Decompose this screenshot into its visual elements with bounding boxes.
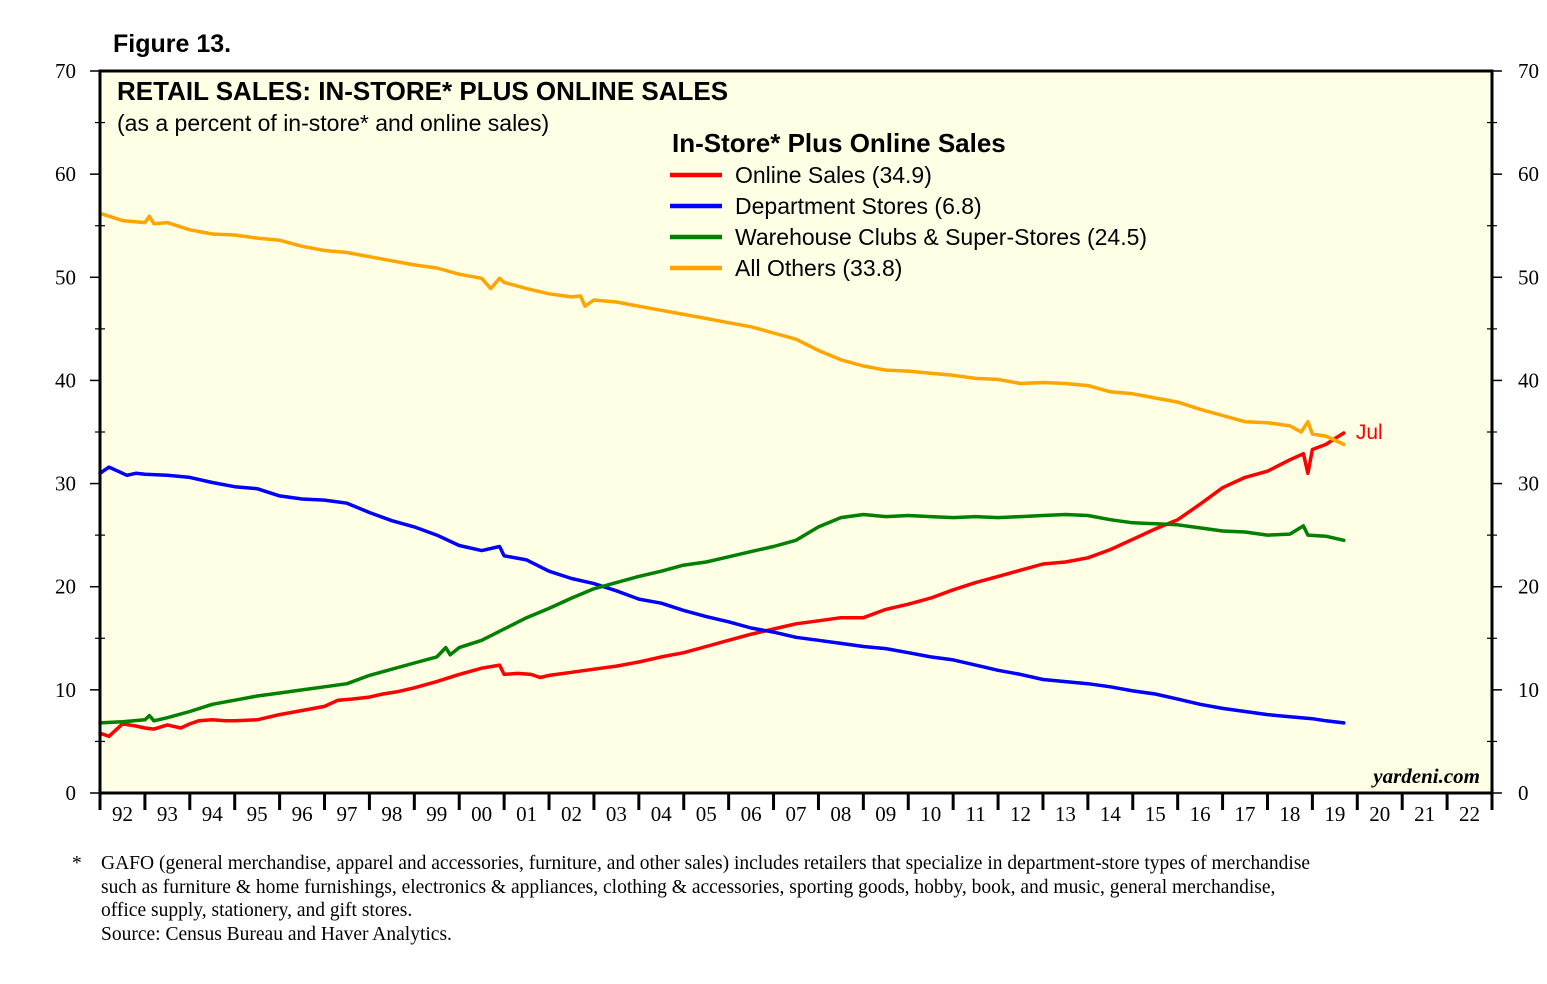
x-tick-label: 92 bbox=[112, 802, 133, 826]
x-tick-label: 04 bbox=[651, 802, 673, 826]
watermark: yardeni.com bbox=[1370, 764, 1480, 788]
y-tick-label-left: 40 bbox=[55, 368, 76, 392]
x-tick-label: 94 bbox=[202, 802, 224, 826]
x-tick-label: 22 bbox=[1459, 802, 1480, 826]
x-tick-label: 01 bbox=[516, 802, 537, 826]
x-tick-label: 03 bbox=[606, 802, 627, 826]
x-tick-label: 14 bbox=[1100, 802, 1122, 826]
annotation-jul: Jul bbox=[1356, 421, 1383, 444]
y-tick-label-left: 50 bbox=[55, 265, 76, 289]
x-tick-label: 98 bbox=[381, 802, 402, 826]
series-line-1 bbox=[98, 465, 1346, 725]
y-tick-label-left: 20 bbox=[55, 575, 76, 599]
x-tick-label: 10 bbox=[920, 802, 941, 826]
x-tick-label: 05 bbox=[696, 802, 717, 826]
footnote-line: such as furniture & home furnishings, el… bbox=[101, 876, 1276, 898]
y-tick-label-left: 60 bbox=[55, 162, 76, 186]
x-tick-label: 20 bbox=[1369, 802, 1390, 826]
x-tick-label: 00 bbox=[471, 802, 492, 826]
y-tick-label-left: 0 bbox=[66, 781, 77, 805]
legend-item-label: Department Stores (6.8) bbox=[735, 193, 982, 219]
x-tick-label: 15 bbox=[1145, 802, 1166, 826]
plot-frame bbox=[98, 69, 1494, 795]
y-tick-label-right: 60 bbox=[1518, 162, 1539, 186]
y-tick-label-right: 10 bbox=[1518, 678, 1539, 702]
x-tick-label: 21 bbox=[1414, 802, 1435, 826]
x-tick-label: 97 bbox=[336, 802, 357, 826]
x-tick-label: 07 bbox=[786, 802, 807, 826]
x-tick-label: 95 bbox=[247, 802, 268, 826]
series-line-3 bbox=[98, 211, 1346, 447]
x-tick-label: 93 bbox=[157, 802, 178, 826]
legend-item-label: All Others (33.8) bbox=[735, 255, 902, 281]
footnote-source: Source: Census Bureau and Haver Analytic… bbox=[101, 923, 452, 945]
y-tick-label-right: 20 bbox=[1518, 575, 1539, 599]
x-tick-label: 06 bbox=[741, 802, 762, 826]
x-tick-label: 12 bbox=[1010, 802, 1031, 826]
series-line-2 bbox=[98, 512, 1346, 725]
chart-subtitle: (as a percent of in-store* and online sa… bbox=[117, 110, 549, 136]
x-tick-label: 13 bbox=[1055, 802, 1076, 826]
x-tick-label: 16 bbox=[1190, 802, 1211, 826]
x-tick-label: 17 bbox=[1235, 802, 1256, 826]
y-tick-label-right: 50 bbox=[1518, 265, 1539, 289]
footnote-line: office supply, stationery, and gift stor… bbox=[101, 900, 413, 921]
y-tick-label-right: 70 bbox=[1518, 59, 1539, 83]
x-tick-label: 99 bbox=[426, 802, 447, 826]
plot-area bbox=[100, 71, 1492, 793]
x-tick-label: 18 bbox=[1279, 802, 1300, 826]
legend-title: In-Store* Plus Online Sales bbox=[672, 128, 1006, 158]
x-tick-label: 08 bbox=[830, 802, 851, 826]
y-tick-label-right: 40 bbox=[1518, 368, 1539, 392]
figure-label: Figure 13. bbox=[113, 30, 231, 58]
x-tick-label: 09 bbox=[875, 802, 896, 826]
footnote-line: GAFO (general merchandise, apparel and a… bbox=[101, 853, 1311, 874]
x-tick-label: 96 bbox=[292, 802, 313, 826]
chart-title: RETAIL SALES: IN-STORE* PLUS ONLINE SALE… bbox=[117, 76, 728, 106]
x-tick-label: 19 bbox=[1324, 802, 1345, 826]
legend-item-label: Online Sales (34.9) bbox=[735, 162, 932, 188]
series-line-0 bbox=[98, 431, 1346, 739]
y-tick-label-right: 30 bbox=[1518, 472, 1539, 496]
footnote-marker: * bbox=[72, 853, 82, 874]
footnote: * GAFO (general merchandise, apparel and… bbox=[72, 852, 1532, 946]
y-tick-label-left: 30 bbox=[55, 472, 76, 496]
series-lines bbox=[98, 211, 1346, 739]
legend-item-label: Warehouse Clubs & Super-Stores (24.5) bbox=[735, 224, 1147, 250]
x-tick-label: 11 bbox=[965, 802, 985, 826]
y-tick-label-left: 70 bbox=[55, 59, 76, 83]
y-tick-label-left: 10 bbox=[55, 678, 76, 702]
y-tick-label-right: 0 bbox=[1518, 781, 1529, 805]
x-tick-label: 02 bbox=[561, 802, 582, 826]
legend: In-Store* Plus Online Sales Online Sales… bbox=[670, 128, 1147, 281]
